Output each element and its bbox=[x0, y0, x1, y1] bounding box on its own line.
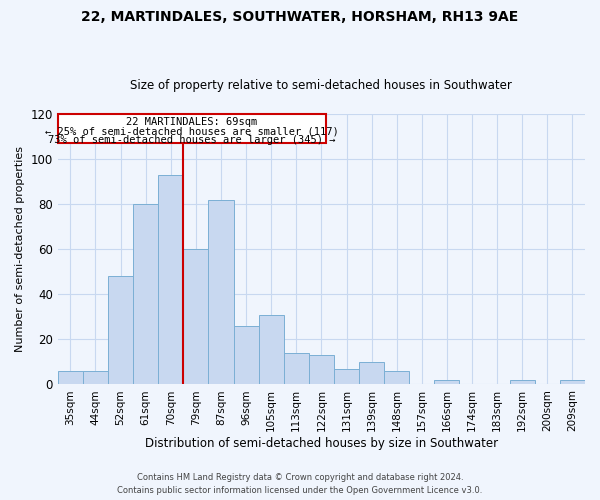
Text: Contains HM Land Registry data © Crown copyright and database right 2024.
Contai: Contains HM Land Registry data © Crown c… bbox=[118, 474, 482, 495]
Bar bbox=[284, 353, 309, 384]
Bar bbox=[560, 380, 585, 384]
Text: 22 MARTINDALES: 69sqm: 22 MARTINDALES: 69sqm bbox=[127, 118, 258, 128]
Bar bbox=[208, 200, 233, 384]
Bar bbox=[108, 276, 133, 384]
Bar bbox=[384, 371, 409, 384]
Title: Size of property relative to semi-detached houses in Southwater: Size of property relative to semi-detach… bbox=[130, 79, 512, 92]
Bar bbox=[58, 371, 83, 384]
Bar bbox=[359, 362, 384, 384]
Bar bbox=[509, 380, 535, 384]
Bar bbox=[309, 355, 334, 384]
X-axis label: Distribution of semi-detached houses by size in Southwater: Distribution of semi-detached houses by … bbox=[145, 437, 498, 450]
Bar bbox=[259, 314, 284, 384]
Text: 73% of semi-detached houses are larger (345) →: 73% of semi-detached houses are larger (… bbox=[49, 136, 336, 145]
Bar bbox=[133, 204, 158, 384]
Y-axis label: Number of semi-detached properties: Number of semi-detached properties bbox=[15, 146, 25, 352]
Text: 22, MARTINDALES, SOUTHWATER, HORSHAM, RH13 9AE: 22, MARTINDALES, SOUTHWATER, HORSHAM, RH… bbox=[82, 10, 518, 24]
Bar bbox=[334, 368, 359, 384]
Bar bbox=[434, 380, 460, 384]
FancyBboxPatch shape bbox=[58, 114, 326, 144]
Bar bbox=[184, 249, 208, 384]
Bar bbox=[233, 326, 259, 384]
Text: ← 25% of semi-detached houses are smaller (117): ← 25% of semi-detached houses are smalle… bbox=[45, 126, 339, 136]
Bar bbox=[83, 371, 108, 384]
Bar bbox=[158, 175, 184, 384]
